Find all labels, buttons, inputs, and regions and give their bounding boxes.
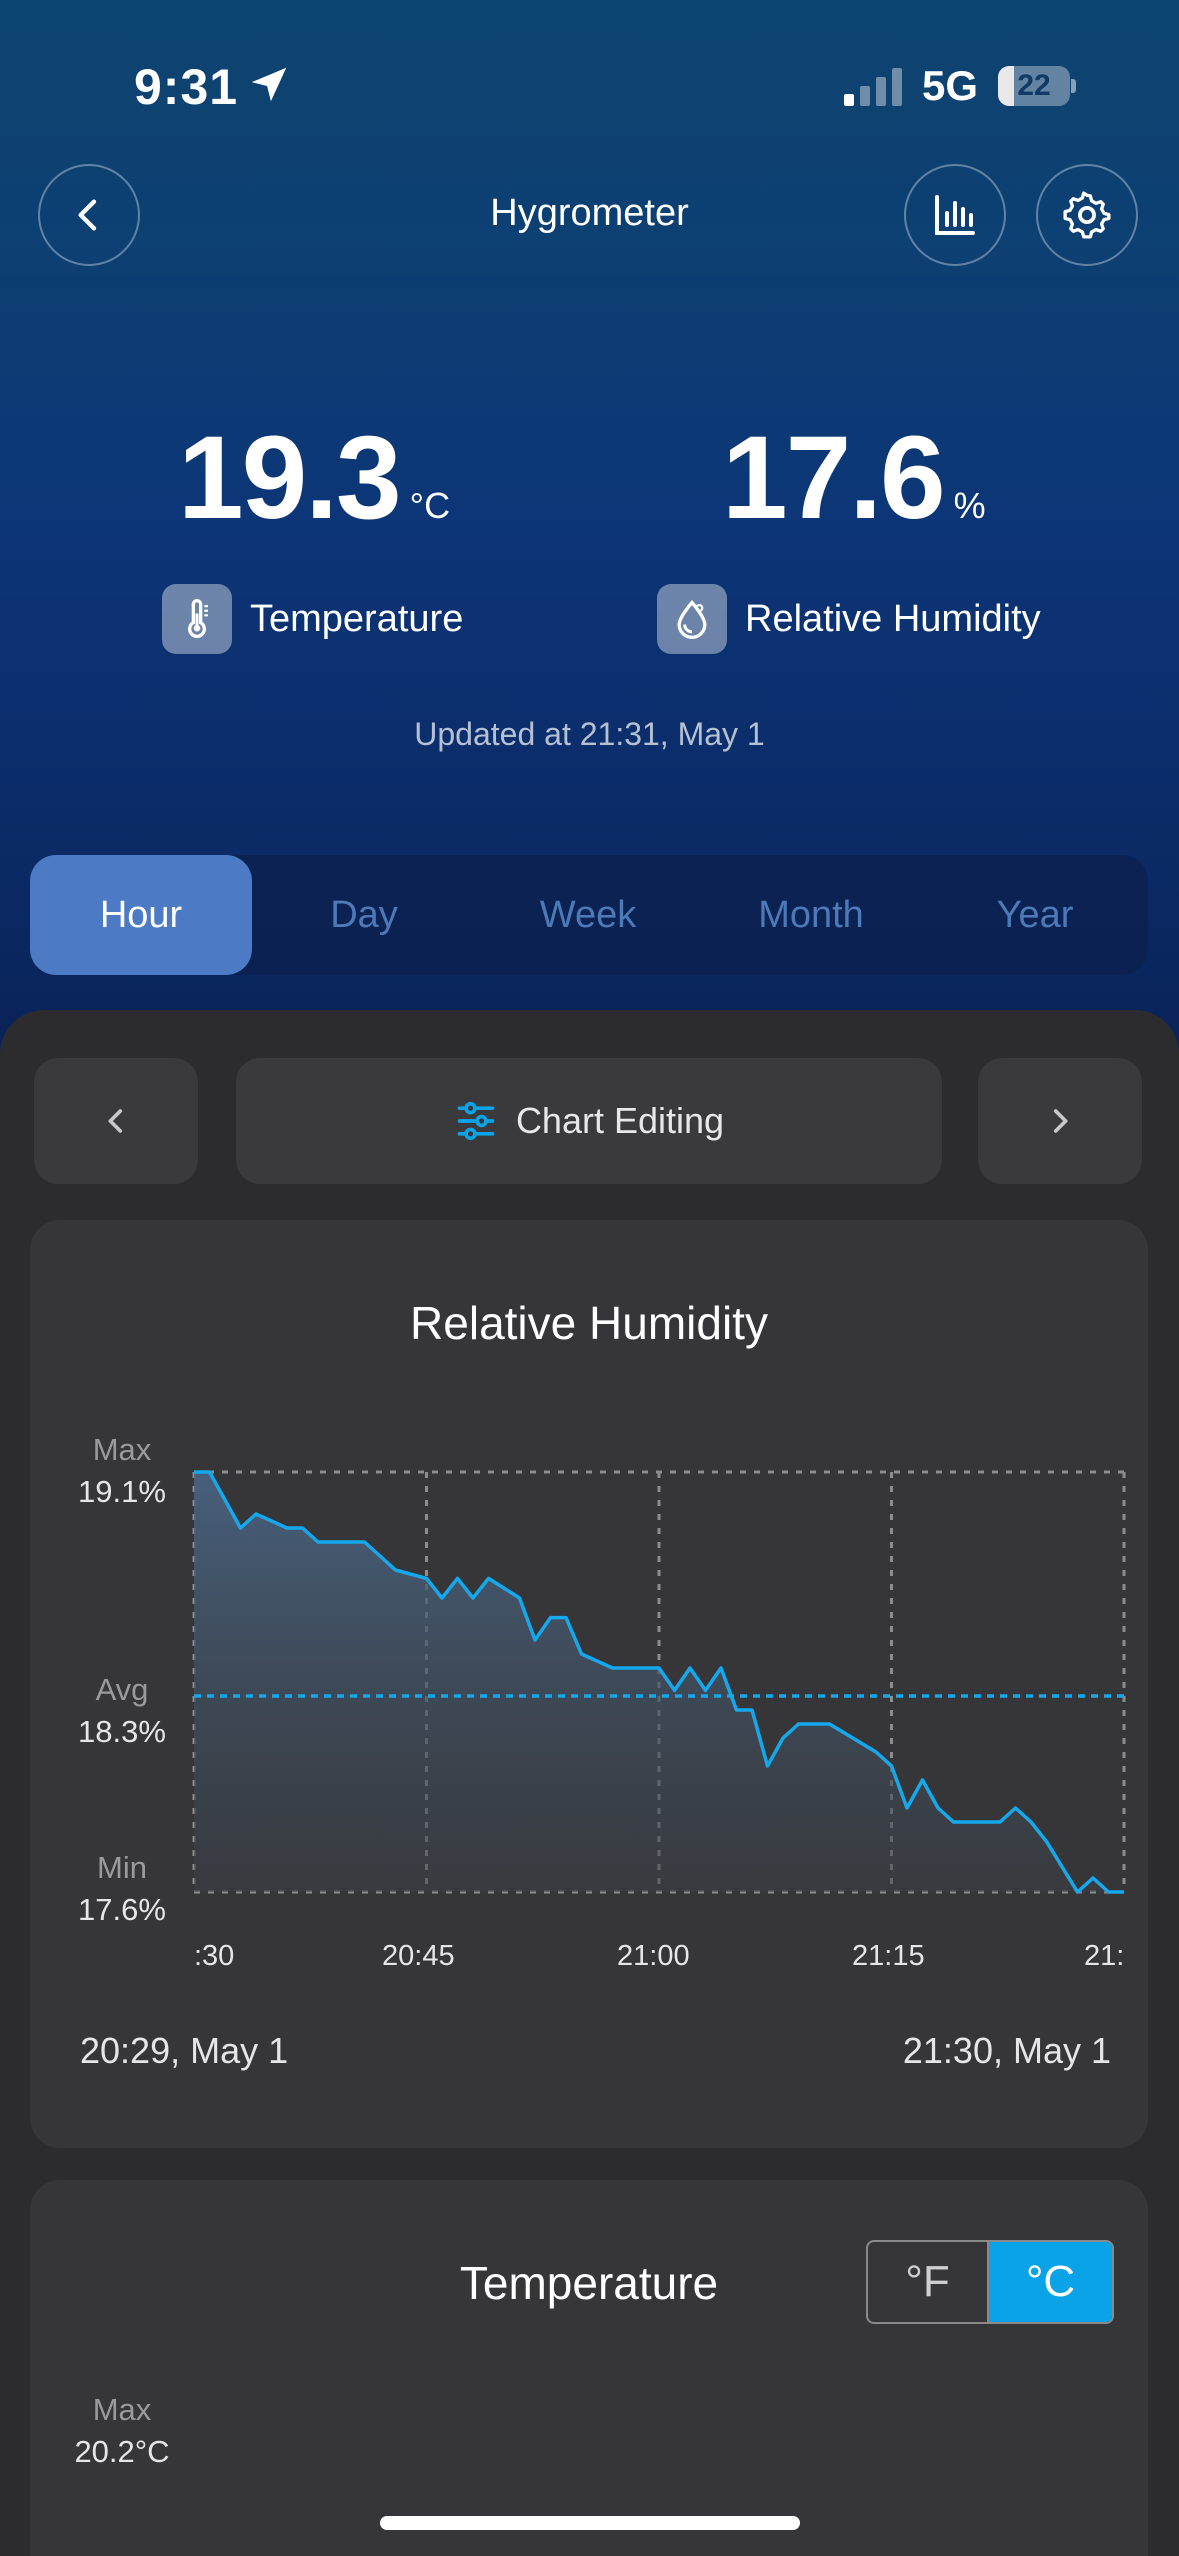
temperature-unit-toggle: °F °C	[866, 2240, 1114, 2324]
chevron-left-icon	[108, 1109, 123, 1133]
previous-period-button[interactable]	[34, 1058, 198, 1184]
temperature-chart-title: Temperature	[459, 2257, 719, 2309]
tab-hour[interactable]: Hour	[30, 855, 252, 975]
range-start: 20:29, May 1	[80, 2030, 289, 2071]
humidity-value: 17.6	[722, 412, 946, 544]
humidity-chart-title: Relative Humidity	[410, 1297, 768, 1349]
range-end: 21:30, May 1	[902, 2030, 1111, 2071]
x-tick-label: 21:	[1084, 1940, 1125, 1972]
x-tick-label: 21:15	[852, 1940, 925, 1972]
status-time: 9:31	[134, 59, 239, 115]
gear-icon	[1063, 191, 1111, 239]
tab-week[interactable]: Week	[539, 894, 637, 936]
temperature-reading: 19.3 °C	[178, 410, 450, 560]
humidity-drop-icon	[657, 584, 727, 654]
cellular-signal-icon	[844, 68, 902, 106]
tab-day[interactable]: Day	[330, 894, 398, 936]
humidity-reading: 17.6%	[722, 410, 986, 560]
humidity-label-row: Relative Humidity	[657, 584, 1041, 654]
temperature-value: 19.3	[178, 412, 402, 544]
home-indicator[interactable]	[380, 2516, 800, 2530]
status-bar: 9:31 5G 22	[0, 0, 1179, 150]
tab-year[interactable]: Year	[996, 894, 1074, 936]
x-tick-label: 20:45	[382, 1940, 455, 1972]
humidity-min-value: 17.6%	[78, 1892, 166, 1927]
next-period-button[interactable]	[978, 1058, 1142, 1184]
temperature-label: Temperature	[250, 597, 464, 640]
temperature-label-row: Temperature	[162, 584, 463, 654]
network-type: 5G	[922, 62, 979, 109]
statistics-button[interactable]	[904, 164, 1006, 266]
location-arrow-icon	[251, 67, 287, 102]
series-line	[194, 1470, 1124, 1894]
back-button[interactable]	[38, 164, 140, 266]
chevron-right-icon	[1053, 1109, 1068, 1133]
humidity-unit: %	[953, 485, 986, 526]
tab-month[interactable]: Month	[758, 894, 864, 936]
sliders-icon	[457, 1101, 495, 1141]
humidity-label: Relative Humidity	[745, 597, 1041, 640]
battery-icon: 22	[998, 66, 1076, 106]
x-tick-label: 21:00	[617, 1940, 690, 1972]
chart-editing-label: Chart Editing	[515, 1100, 725, 1141]
humidity-max-value: 19.1%	[78, 1474, 166, 1509]
bar-chart-icon	[935, 195, 975, 235]
temperature-unit: °C	[409, 485, 451, 526]
chart-editing-button[interactable]: Chart Editing	[236, 1058, 942, 1184]
humidity-avg-label: Avg 18.3%	[52, 1672, 192, 1750]
temperature-max-label: Max 20.2°C	[52, 2392, 192, 2470]
page-title: Hygrometer	[490, 192, 689, 234]
chevron-left-icon	[78, 199, 97, 231]
series-area	[194, 1472, 1124, 1892]
humidity-max-label: Max 19.1%	[52, 1432, 192, 1510]
temperature-max-value: 20.2°C	[74, 2434, 170, 2469]
humidity-min-label: Min 17.6%	[52, 1850, 192, 1928]
period-tabs: Hour Day Week Month Year	[30, 855, 1148, 975]
battery-level: 22	[1017, 69, 1051, 102]
thermometer-icon	[162, 584, 232, 654]
temperature-chart-card: Temperature	[30, 2180, 1148, 2556]
humidity-avg-value: 18.3%	[78, 1714, 166, 1749]
settings-button[interactable]	[1036, 164, 1138, 266]
unit-celsius-button[interactable]: °C	[989, 2242, 1112, 2322]
updated-time: Updated at 21:31, May 1	[414, 716, 765, 752]
x-tick-label: :30	[194, 1940, 235, 1972]
unit-fahrenheit-button[interactable]: °F	[868, 2242, 990, 2322]
